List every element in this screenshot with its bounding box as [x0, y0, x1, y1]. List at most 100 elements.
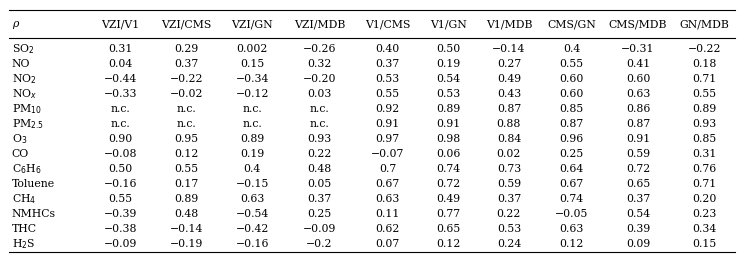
Text: −0.16: −0.16 [104, 179, 137, 189]
Text: 0.76: 0.76 [692, 164, 716, 174]
Text: 0.20: 0.20 [692, 194, 717, 204]
Text: V1/CMS: V1/CMS [364, 19, 410, 29]
Text: NMHCs: NMHCs [12, 209, 56, 219]
Text: 0.91: 0.91 [436, 119, 460, 129]
Text: 0.48: 0.48 [174, 209, 199, 219]
Text: 0.06: 0.06 [436, 149, 460, 159]
Text: 0.96: 0.96 [559, 134, 584, 144]
Text: PM$_{10}$: PM$_{10}$ [12, 102, 41, 116]
Text: −0.20: −0.20 [303, 74, 336, 84]
Text: −0.33: −0.33 [104, 89, 137, 99]
Text: NO: NO [12, 59, 30, 69]
Text: 0.64: 0.64 [559, 164, 584, 174]
Text: 0.09: 0.09 [626, 239, 650, 249]
Text: 0.15: 0.15 [240, 59, 265, 69]
Text: 0.7: 0.7 [379, 164, 396, 174]
Text: 0.63: 0.63 [559, 224, 584, 234]
Text: −0.22: −0.22 [170, 74, 203, 84]
Text: 0.55: 0.55 [692, 89, 716, 99]
Text: 0.54: 0.54 [436, 74, 460, 84]
Text: −0.14: −0.14 [170, 224, 203, 234]
Text: 0.18: 0.18 [692, 59, 717, 69]
Text: NO$_x$: NO$_x$ [12, 87, 37, 101]
Text: 0.19: 0.19 [240, 149, 265, 159]
Text: H$_2$S: H$_2$S [12, 237, 35, 251]
Text: 0.60: 0.60 [559, 89, 584, 99]
Text: 0.62: 0.62 [375, 224, 400, 234]
Text: ρ: ρ [12, 19, 18, 29]
Text: V1/GN: V1/GN [430, 19, 466, 29]
Text: −0.16: −0.16 [236, 239, 269, 249]
Text: −0.26: −0.26 [303, 43, 336, 54]
Text: 0.49: 0.49 [436, 194, 460, 204]
Text: −0.19: −0.19 [170, 239, 203, 249]
Text: 0.86: 0.86 [626, 104, 650, 114]
Text: CH$_4$: CH$_4$ [12, 192, 36, 206]
Text: −0.02: −0.02 [170, 89, 203, 99]
Text: 0.4: 0.4 [563, 43, 580, 54]
Text: 0.53: 0.53 [375, 74, 400, 84]
Text: PM$_{2.5}$: PM$_{2.5}$ [12, 117, 44, 131]
Text: n.c.: n.c. [242, 104, 262, 114]
Text: Toluene: Toluene [12, 179, 55, 189]
Text: 0.48: 0.48 [307, 164, 332, 174]
Text: VZI/GN: VZI/GN [231, 19, 273, 29]
Text: 0.85: 0.85 [559, 104, 584, 114]
Text: −0.14: −0.14 [492, 43, 525, 54]
Text: −0.15: −0.15 [236, 179, 269, 189]
Text: 0.98: 0.98 [436, 134, 460, 144]
Text: 0.91: 0.91 [626, 134, 650, 144]
Text: 0.49: 0.49 [497, 74, 521, 84]
Text: 0.37: 0.37 [174, 59, 199, 69]
Text: 0.002: 0.002 [236, 43, 268, 54]
Text: 0.55: 0.55 [559, 59, 584, 69]
Text: 0.40: 0.40 [375, 43, 400, 54]
Text: −0.12: −0.12 [236, 89, 269, 99]
Text: −0.09: −0.09 [104, 239, 137, 249]
Text: VZI/CMS: VZI/CMS [161, 19, 211, 29]
Text: 0.91: 0.91 [375, 119, 400, 129]
Text: 0.55: 0.55 [174, 164, 199, 174]
Text: 0.07: 0.07 [375, 239, 400, 249]
Text: n.c.: n.c. [111, 119, 131, 129]
Text: 0.05: 0.05 [307, 179, 332, 189]
Text: V1/MDB: V1/MDB [486, 19, 532, 29]
Text: 0.95: 0.95 [174, 134, 199, 144]
Text: n.c.: n.c. [177, 119, 197, 129]
Text: 0.74: 0.74 [559, 194, 584, 204]
Text: −0.07: −0.07 [371, 149, 404, 159]
Text: 0.77: 0.77 [436, 209, 460, 219]
Text: 0.65: 0.65 [436, 224, 460, 234]
Text: 0.34: 0.34 [692, 224, 716, 234]
Text: 0.88: 0.88 [497, 119, 521, 129]
Text: 0.25: 0.25 [559, 149, 584, 159]
Text: CMS/MDB: CMS/MDB [609, 19, 667, 29]
Text: 0.93: 0.93 [692, 119, 716, 129]
Text: 0.59: 0.59 [497, 179, 521, 189]
Text: 0.92: 0.92 [375, 104, 400, 114]
Text: 0.74: 0.74 [436, 164, 460, 174]
Text: −0.05: −0.05 [555, 209, 588, 219]
Text: 0.59: 0.59 [626, 149, 650, 159]
Text: THC: THC [12, 224, 37, 234]
Text: 0.90: 0.90 [109, 134, 133, 144]
Text: 0.89: 0.89 [240, 134, 265, 144]
Text: 0.97: 0.97 [375, 134, 400, 144]
Text: n.c.: n.c. [177, 104, 197, 114]
Text: 0.23: 0.23 [692, 209, 717, 219]
Text: 0.67: 0.67 [375, 179, 400, 189]
Text: 0.93: 0.93 [307, 134, 332, 144]
Text: 0.19: 0.19 [436, 59, 460, 69]
Text: −0.31: −0.31 [621, 43, 655, 54]
Text: 0.53: 0.53 [497, 224, 521, 234]
Text: 0.54: 0.54 [626, 209, 650, 219]
Text: n.c.: n.c. [111, 104, 131, 114]
Text: −0.54: −0.54 [236, 209, 269, 219]
Text: −0.42: −0.42 [236, 224, 269, 234]
Text: 0.50: 0.50 [436, 43, 460, 54]
Text: CMS/GN: CMS/GN [548, 19, 596, 29]
Text: 0.4: 0.4 [244, 164, 261, 174]
Text: 0.72: 0.72 [626, 164, 650, 174]
Text: 0.89: 0.89 [174, 194, 199, 204]
Text: −0.34: −0.34 [236, 74, 269, 84]
